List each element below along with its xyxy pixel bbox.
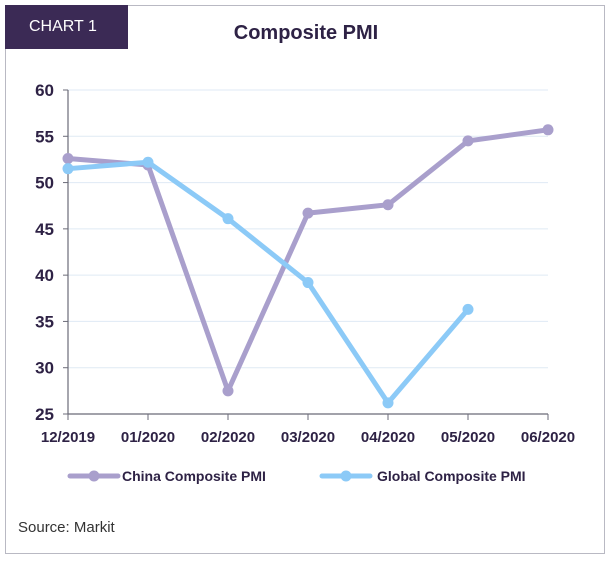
x-tick-label: 06/2020 [521,429,575,446]
data-point [62,153,74,165]
source-note: Source: Markit [18,519,115,536]
y-tick-labels: 25 30 35 40 45 50 55 60 [35,81,54,424]
data-point [382,199,394,211]
data-point [302,207,314,219]
legend-label: China Composite PMI [122,468,266,484]
data-point [62,163,74,175]
y-tick-label: 40 [35,266,54,285]
y-tick-label: 35 [35,312,54,331]
x-tick-label: 12/2019 [41,429,95,446]
x-tick-label: 05/2020 [441,429,495,446]
x-tick-labels: 12/2019 01/2020 02/2020 03/2020 04/2020 05/20… [41,429,575,446]
legend: China Composite PMI Global Composite PMI [67,468,526,484]
series-line-1 [65,159,471,406]
y-tick-label: 55 [35,127,54,146]
x-tick-label: 02/2020 [201,429,255,446]
y-tick-label: 25 [35,405,54,424]
data-point [542,124,554,136]
series-lines [62,124,554,409]
y-tick-label: 50 [35,174,54,193]
chart-title: Composite PMI [233,22,379,44]
data-point [142,156,154,168]
data-point [462,135,474,147]
data-point [462,303,474,315]
y-tick-label: 45 [35,220,54,239]
series-line-0 [65,127,551,394]
legend-swatch-marker [340,470,352,482]
x-tick-label: 03/2020 [281,429,335,446]
y-tick-label: 60 [35,81,54,100]
chart-badge: CHART 1 [5,5,128,49]
data-point [222,385,234,397]
data-point [302,277,314,289]
data-point [382,397,394,409]
legend-swatch-marker [88,470,100,482]
gridlines [68,89,548,369]
x-tick-label: 04/2020 [361,429,415,446]
legend-label: Global Composite PMI [377,468,526,484]
x-tick-label: 01/2020 [121,429,175,446]
data-point [222,213,234,225]
y-tick-label: 30 [35,359,54,378]
axes [63,89,549,420]
